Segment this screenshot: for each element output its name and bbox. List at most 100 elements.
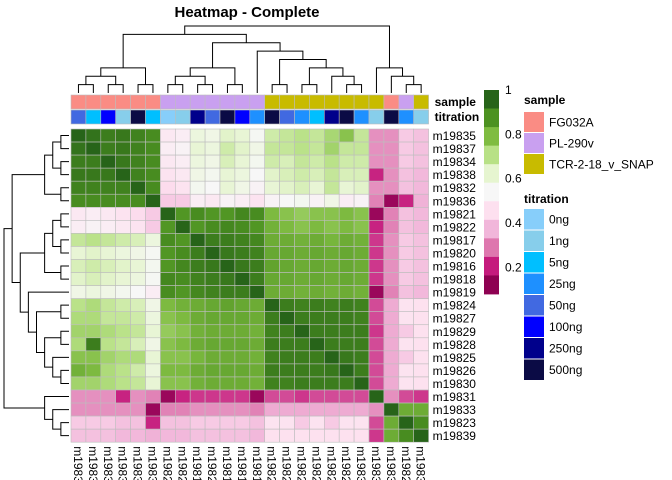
- heatmap-cell: [294, 389, 310, 404]
- heatmap-cell: [175, 259, 191, 273]
- heatmap-cell: [234, 298, 251, 312]
- heatmap-cell: [204, 324, 221, 339]
- sample-annotation-cell: [100, 94, 117, 110]
- heatmap-cell: [264, 220, 280, 234]
- heatmap-cell: [368, 272, 385, 286]
- heatmap-cell: [219, 337, 236, 352]
- heatmap-cell: [368, 154, 385, 169]
- heatmap-cell: [70, 141, 87, 156]
- heatmap-cell: [353, 167, 370, 182]
- heatmap-cell: [70, 285, 87, 299]
- heatmap-cell: [279, 363, 295, 378]
- heatmap-cell: [413, 415, 429, 430]
- heatmap-cell: [85, 389, 102, 404]
- row-label: m19823: [433, 416, 477, 430]
- sample-legend-label: PL-290v: [549, 137, 594, 151]
- sample-annotation-cell: [368, 94, 385, 110]
- column-label: m19820: [205, 446, 219, 480]
- heatmap-cell: [175, 141, 191, 156]
- heatmap-cell: [353, 389, 370, 404]
- heatmap-cell: [234, 402, 251, 417]
- heatmap-cell: [85, 376, 102, 391]
- heatmap-cell: [175, 337, 191, 352]
- heatmap-cell: [189, 324, 206, 339]
- heatmap-cell: [398, 389, 414, 404]
- heatmap-cell: [323, 246, 340, 260]
- heatmap-cell: [309, 193, 325, 208]
- dendrogram-branch: [100, 67, 146, 85]
- titration-annotation-cell: [175, 109, 191, 125]
- heatmap-cell: [219, 259, 236, 273]
- sample-annotation-cell: [309, 94, 325, 110]
- heatmap-cell: [204, 193, 221, 208]
- heatmap-cell: [368, 376, 385, 391]
- heatmap-cell: [115, 298, 131, 312]
- heatmap-cell: [234, 128, 251, 143]
- dendrogram-branch: [11, 174, 45, 284]
- heatmap-cell: [189, 207, 206, 221]
- heatmap-cell: [70, 259, 87, 273]
- heatmap-cell: [70, 298, 87, 312]
- heatmap-cell: [249, 141, 266, 156]
- row-label: m19839: [433, 429, 477, 443]
- heatmap-cell: [338, 272, 355, 286]
- heatmap-cell: [309, 298, 325, 312]
- heatmap-cell: [323, 233, 340, 247]
- column-label: m19837: [86, 446, 100, 480]
- heatmap-cell: [353, 180, 370, 195]
- heatmap-cell: [383, 220, 400, 234]
- heatmap-cell: [115, 193, 131, 208]
- heatmap-cell: [189, 259, 206, 273]
- heatmap-cell: [189, 167, 206, 182]
- heatmap-cell: [219, 141, 236, 156]
- heatmap-cell: [219, 298, 236, 312]
- heatmap-cell: [309, 402, 325, 417]
- heatmap-cell: [368, 415, 385, 430]
- heatmap-cell: [338, 415, 355, 430]
- heatmap-cell: [383, 128, 400, 143]
- heatmap-cell: [294, 363, 310, 378]
- heatmap-cell: [264, 389, 280, 404]
- color-scale-segment: [484, 256, 499, 276]
- heatmap-cell: [338, 376, 355, 391]
- heatmap-cell: [160, 180, 176, 195]
- heatmap-cell: [204, 141, 221, 156]
- titration-annotation-cell: [249, 109, 266, 125]
- heatmap-cell: [323, 220, 340, 234]
- heatmap-cell: [249, 298, 266, 312]
- heatmap-cell: [100, 402, 117, 417]
- heatmap-cell: [338, 350, 355, 365]
- heatmap-cell: [70, 154, 87, 169]
- heatmap-cell: [160, 389, 176, 404]
- titration-annotation-cell: [234, 109, 251, 125]
- row-label: m19818: [433, 273, 477, 287]
- heatmap-cell: [264, 324, 280, 339]
- heatmap-cell: [85, 233, 102, 247]
- heatmap-cell: [309, 350, 325, 365]
- heatmap-cell: [219, 428, 236, 443]
- heatmap-cell: [189, 193, 206, 208]
- heatmap-cell: [383, 298, 400, 312]
- heatmap-cell: [294, 207, 310, 221]
- heatmap-cell: [398, 246, 414, 260]
- heatmap-cell: [264, 350, 280, 365]
- heatmap-cell: [309, 259, 325, 273]
- heatmap-cell: [175, 128, 191, 143]
- heatmap-cell: [294, 180, 310, 195]
- heatmap-cell: [279, 402, 295, 417]
- dendrogram-branch: [189, 67, 236, 85]
- column-label: m19827: [280, 446, 294, 480]
- heatmap-cell: [398, 233, 414, 247]
- heatmap-cell: [398, 180, 414, 195]
- dendrogram-branch: [44, 154, 61, 195]
- heatmap-cell: [323, 128, 340, 143]
- heatmap-cell: [234, 154, 251, 169]
- heatmap-cell: [413, 337, 429, 352]
- dendrogram-branch: [137, 84, 154, 93]
- column-label: m19826: [339, 446, 353, 480]
- heatmap-cell: [368, 246, 385, 260]
- column-dendrogram: [77, 25, 422, 93]
- heatmap-cell: [70, 193, 87, 208]
- sample-annotation-cell: [294, 94, 310, 110]
